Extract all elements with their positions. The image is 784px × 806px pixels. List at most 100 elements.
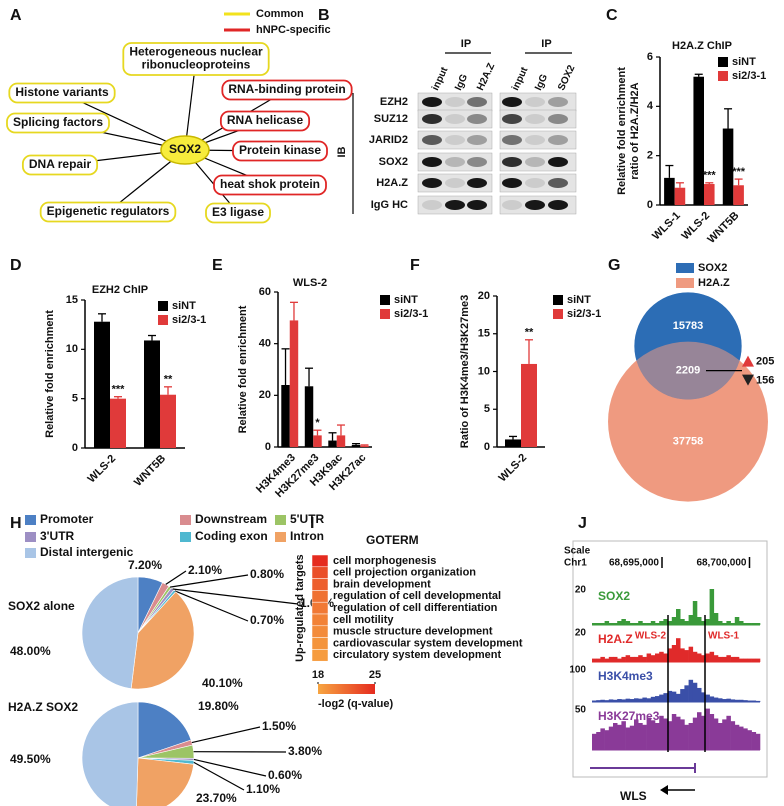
signal — [755, 623, 761, 625]
ip-label: IP — [461, 38, 471, 50]
blot-band — [502, 178, 522, 188]
legend-swatch — [380, 309, 390, 319]
signal — [701, 692, 706, 702]
y-axis-label: Ratio of H3K4me3/H3K27me3 — [459, 295, 471, 448]
panel-label: H — [10, 515, 22, 532]
value-label: 19.80% — [198, 699, 239, 713]
node: Protein kinase — [232, 140, 328, 162]
signal — [718, 621, 723, 625]
significance: *** — [732, 166, 746, 178]
value-label: 0.60% — [268, 768, 302, 782]
signal — [684, 685, 689, 702]
signal — [705, 619, 710, 625]
bar — [94, 321, 110, 448]
significance: ** — [525, 327, 534, 339]
y-tick-label: 20 — [478, 290, 490, 302]
signal — [592, 733, 597, 750]
signal — [722, 623, 727, 625]
chart-title: H2A.Z ChIP — [672, 40, 732, 52]
signal — [613, 623, 618, 625]
significance: *** — [112, 384, 126, 396]
blot-band — [502, 157, 522, 167]
legend-swatch — [676, 278, 694, 288]
blot-band — [525, 114, 545, 124]
signal — [621, 721, 626, 750]
blot-band — [467, 200, 487, 210]
signal — [676, 716, 681, 750]
leader-line — [193, 761, 245, 791]
error-bar — [509, 435, 517, 440]
legend-label: hNPC-specific — [256, 24, 331, 36]
signal — [625, 727, 631, 750]
y-tick-label: 15 — [66, 294, 78, 306]
signal — [596, 732, 601, 750]
row-label: H2A.Z — [376, 177, 408, 189]
error-bar — [724, 108, 733, 129]
panel-label: I — [310, 515, 314, 532]
signal — [650, 696, 656, 702]
signal — [646, 717, 652, 750]
bar — [110, 398, 126, 448]
venn-count: 15783 — [673, 320, 704, 332]
bar — [674, 187, 686, 205]
x-tick-label: WNT5B — [132, 453, 168, 489]
signal — [676, 638, 681, 662]
node-label: RNA helicase — [227, 113, 304, 127]
legend-label: si2/3-1 — [567, 308, 601, 320]
legend-label: SOX2 — [698, 262, 727, 274]
down-triangle — [742, 374, 754, 386]
value-label: 0.80% — [250, 567, 284, 581]
signal — [613, 723, 618, 750]
venn-count: 2209 — [676, 365, 700, 377]
chart-title: EZH2 ChIP — [92, 284, 148, 296]
signal — [743, 728, 748, 750]
heat-cell — [311, 590, 329, 603]
blot-band — [445, 157, 465, 167]
track-frame — [572, 540, 768, 778]
track-name: SOX2 — [598, 589, 630, 603]
signal — [688, 615, 694, 625]
signal — [697, 653, 702, 662]
signal — [739, 658, 744, 662]
signal — [684, 724, 689, 750]
node-box — [205, 202, 271, 224]
leader-line — [165, 570, 187, 585]
leader-line — [169, 574, 249, 588]
error-bar — [114, 396, 122, 399]
y-axis-label: Up-regulated targets — [294, 554, 306, 662]
signal — [655, 723, 660, 750]
node-box — [232, 140, 328, 162]
legend-swatch — [180, 515, 191, 525]
track-max: 100 — [569, 665, 586, 676]
legend-label: siNT — [732, 56, 756, 68]
bar — [304, 386, 314, 447]
panel-label: B — [318, 7, 330, 24]
term-label: circulatory system development — [333, 649, 501, 661]
legend-label: Distal intergenic — [40, 545, 134, 559]
colorbar-label: -log2 (q-value) — [318, 698, 394, 710]
signal — [718, 656, 723, 662]
legend-swatch — [275, 532, 286, 542]
signal — [743, 700, 748, 702]
signal — [596, 623, 601, 625]
venn-overlap — [634, 292, 742, 400]
blot-band — [445, 114, 465, 124]
heat-cell — [311, 601, 329, 615]
bar — [505, 439, 521, 447]
signal — [613, 656, 618, 662]
signal — [671, 645, 677, 662]
value-label: 3.80% — [288, 744, 322, 758]
colorbar-tick-label: 18 — [312, 669, 324, 681]
y-tick-label: 40 — [259, 338, 271, 350]
heat-cell — [311, 649, 329, 662]
legend-label: si2/3-1 — [172, 314, 206, 326]
blot-strip — [499, 109, 577, 129]
track-max: 20 — [575, 628, 587, 639]
signal — [718, 698, 723, 702]
signal — [663, 718, 668, 750]
blot-band — [548, 97, 568, 107]
node-box — [213, 174, 327, 196]
signal — [697, 617, 702, 625]
signal — [697, 712, 702, 750]
